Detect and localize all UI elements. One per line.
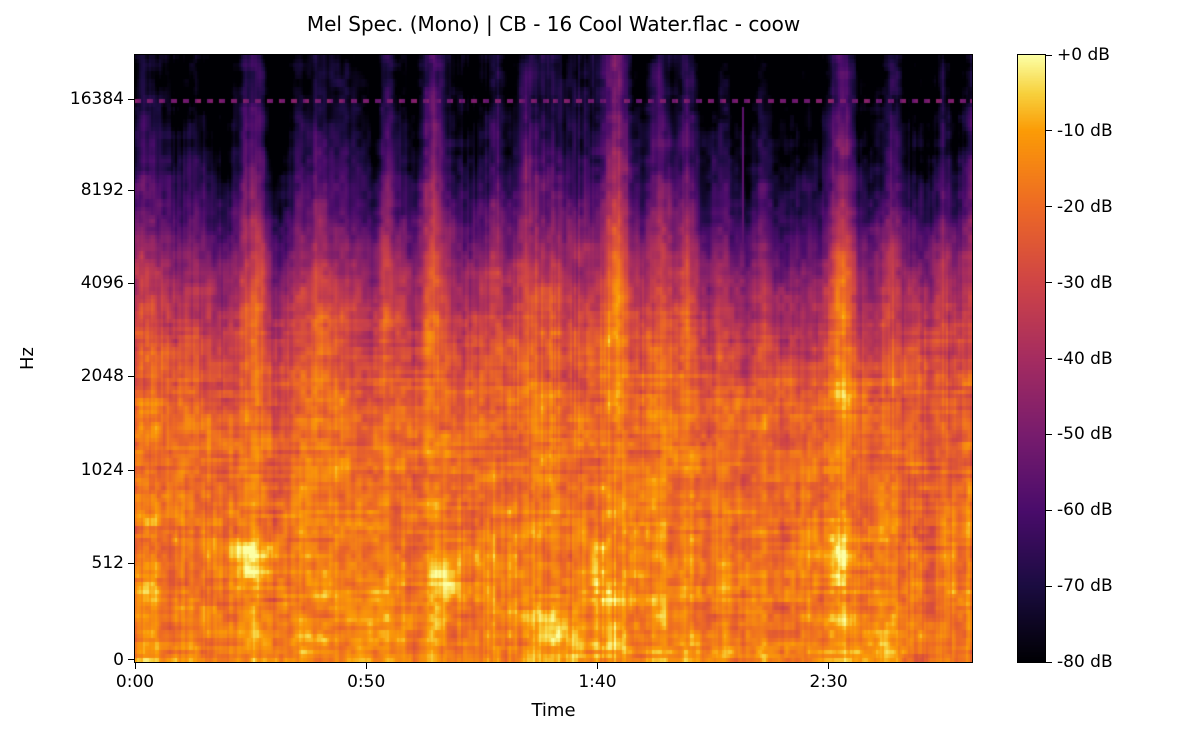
x-tick-label: 2:30 [809,672,848,692]
colorbar-tick-label: -80 dB [1057,652,1113,672]
y-tick-label: 16384 [69,89,124,110]
y-tick-label: 8192 [80,180,124,201]
colorbar-tick-mark [1046,661,1052,663]
y-tick-label: 4096 [80,273,124,294]
x-tick-mark [134,663,136,669]
colorbar-tick-mark [1046,130,1052,132]
x-tick-mark [828,663,830,669]
colorbar-tick-label: -40 dB [1057,348,1113,369]
colorbar-tick-mark [1046,282,1052,284]
colorbar-tick-mark [1046,54,1052,56]
colorbar-tick-mark [1046,433,1052,435]
colorbar-tick-mark [1046,206,1052,208]
colorbar-tick-label: -70 dB [1057,576,1113,597]
colorbar-tick-label: -10 dB [1057,120,1113,141]
y-tick-mark [128,189,134,191]
y-tick-label: 0 [113,649,124,670]
y-tick-mark [128,282,134,284]
x-tick-label: 0:00 [115,672,155,692]
colorbar-tick-mark [1046,358,1052,359]
y-tick-mark [128,375,134,377]
y-tick-label: 2048 [80,366,124,387]
y-tick-mark [128,469,134,471]
colorbar-tick-mark [1046,585,1052,587]
y-tick-label: 512 [91,553,124,574]
x-tick-label: 1:40 [578,672,617,692]
x-tick-mark [596,663,598,669]
colorbar-tick-label: -20 dB [1057,196,1113,217]
colorbar-tick-label: +0 dB [1057,45,1110,65]
x-tick-mark [365,663,367,669]
x-tick-label: 0:50 [347,672,386,692]
colorbar-tick-label: -60 dB [1057,500,1113,521]
y-tick-label: 1024 [80,460,124,481]
colorbar [1017,54,1046,663]
colorbar-canvas [1018,55,1045,662]
y-tick-mark [128,659,134,661]
x-axis-label: Time [531,700,576,721]
y-tick-mark [128,98,134,100]
spectrogram-canvas [135,55,972,662]
spectrogram-plot [134,54,973,663]
y-axis-label: Hz [16,347,38,370]
colorbar-tick-mark [1046,509,1052,511]
colorbar-tick-label: -50 dB [1057,424,1113,445]
colorbar-tick-label: -30 dB [1057,272,1113,293]
chart-title: Mel Spec. (Mono) | CB - 16 Cool Water.fl… [306,12,801,36]
y-tick-mark [128,562,134,564]
